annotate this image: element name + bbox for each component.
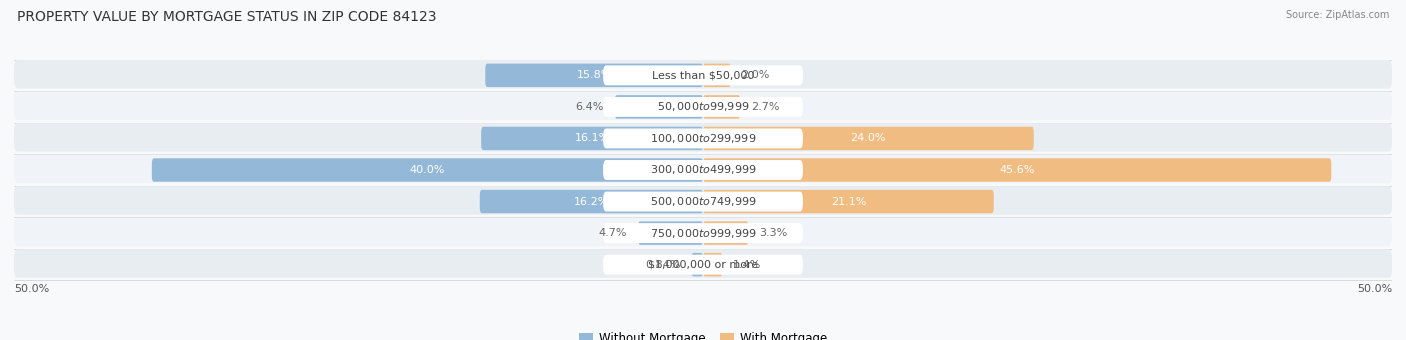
FancyBboxPatch shape [703,64,731,87]
FancyBboxPatch shape [485,64,703,87]
Text: $1,000,000 or more: $1,000,000 or more [648,260,758,270]
FancyBboxPatch shape [14,60,1392,88]
FancyBboxPatch shape [152,158,703,182]
Text: 21.1%: 21.1% [831,197,866,206]
Text: 3.3%: 3.3% [759,228,787,238]
Text: 16.2%: 16.2% [574,197,609,206]
FancyBboxPatch shape [703,190,994,213]
FancyBboxPatch shape [14,91,1392,120]
FancyBboxPatch shape [14,249,1392,278]
Text: 15.8%: 15.8% [576,70,612,80]
FancyBboxPatch shape [703,95,740,119]
Text: $750,000 to $999,999: $750,000 to $999,999 [650,226,756,240]
Text: 50.0%: 50.0% [14,284,49,294]
FancyBboxPatch shape [14,218,1392,246]
Text: $300,000 to $499,999: $300,000 to $499,999 [650,164,756,176]
FancyBboxPatch shape [703,221,748,245]
Text: 24.0%: 24.0% [851,134,886,143]
Text: 40.0%: 40.0% [409,165,446,175]
FancyBboxPatch shape [692,253,703,276]
FancyBboxPatch shape [703,127,1033,150]
Text: 6.4%: 6.4% [575,102,603,112]
FancyBboxPatch shape [614,95,703,119]
FancyBboxPatch shape [481,127,703,150]
FancyBboxPatch shape [603,97,803,117]
Text: 0.84%: 0.84% [645,260,681,270]
FancyBboxPatch shape [703,158,1331,182]
FancyBboxPatch shape [14,155,1392,183]
FancyBboxPatch shape [638,221,703,245]
Text: 2.7%: 2.7% [751,102,780,112]
Text: $50,000 to $99,999: $50,000 to $99,999 [657,100,749,114]
FancyBboxPatch shape [479,190,703,213]
Text: Source: ZipAtlas.com: Source: ZipAtlas.com [1285,10,1389,20]
Text: $100,000 to $299,999: $100,000 to $299,999 [650,132,756,145]
Legend: Without Mortgage, With Mortgage: Without Mortgage, With Mortgage [574,328,832,340]
FancyBboxPatch shape [14,123,1392,152]
FancyBboxPatch shape [703,253,723,276]
Text: 1.4%: 1.4% [734,260,762,270]
Text: 16.1%: 16.1% [575,134,610,143]
FancyBboxPatch shape [603,255,803,275]
Text: Less than $50,000: Less than $50,000 [652,70,754,80]
FancyBboxPatch shape [603,129,803,149]
Text: 4.7%: 4.7% [599,228,627,238]
FancyBboxPatch shape [14,186,1392,215]
Text: 2.0%: 2.0% [741,70,770,80]
Text: 45.6%: 45.6% [1000,165,1035,175]
FancyBboxPatch shape [603,191,803,211]
FancyBboxPatch shape [603,160,803,180]
Text: PROPERTY VALUE BY MORTGAGE STATUS IN ZIP CODE 84123: PROPERTY VALUE BY MORTGAGE STATUS IN ZIP… [17,10,436,24]
FancyBboxPatch shape [603,223,803,243]
FancyBboxPatch shape [603,65,803,85]
Text: $500,000 to $749,999: $500,000 to $749,999 [650,195,756,208]
Text: 50.0%: 50.0% [1357,284,1392,294]
